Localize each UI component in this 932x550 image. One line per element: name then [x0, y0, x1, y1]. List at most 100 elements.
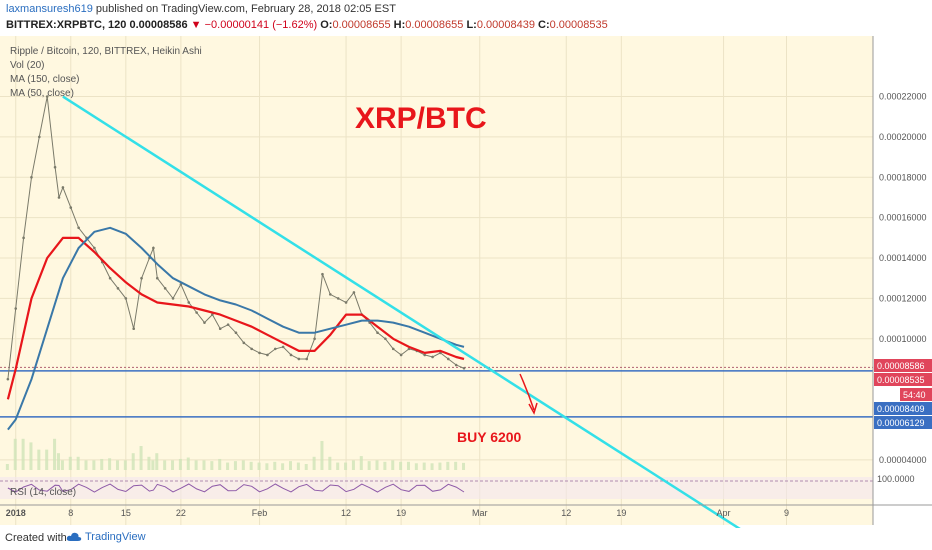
x-tick-label: 12: [341, 508, 351, 518]
price-point: [431, 355, 434, 359]
volume-bar: [328, 456, 332, 470]
open-label: O:: [320, 19, 333, 31]
volume-bar: [210, 461, 214, 470]
price-point: [57, 196, 61, 199]
author-link[interactable]: laxmansuresh619: [6, 3, 93, 15]
price-point: [226, 323, 230, 326]
x-tick-label: 2018: [6, 508, 26, 518]
footer: Created with TradingView: [0, 528, 932, 550]
price-point: [313, 337, 316, 341]
volume-bar: [273, 461, 277, 470]
price-chart[interactable]: 0.00022000 0.00020000 0.00018000 0.00016000…: [0, 36, 932, 528]
price-point: [155, 276, 159, 280]
price-point: [462, 366, 466, 370]
price-point: [384, 337, 387, 341]
low-value: 0.00008439: [476, 19, 535, 31]
price-point: [195, 311, 198, 314]
volume-bar: [92, 460, 96, 470]
price-point: [344, 301, 348, 304]
price-point: [305, 357, 309, 361]
x-tick-label: 22: [176, 508, 186, 518]
trendline[interactable]: [62, 95, 747, 528]
volume-bar: [56, 453, 60, 470]
price-point: [163, 287, 167, 290]
y-tick-label: 0.00014000: [879, 253, 927, 263]
close-value: 0.00008535: [549, 19, 608, 31]
price-point: [454, 363, 458, 367]
rsi-line: [7, 483, 465, 493]
price-point: [281, 345, 285, 349]
volume-bar: [202, 460, 206, 470]
y-tick-label: 0.00016000: [879, 213, 927, 223]
y-tick-label: 0.00004000: [879, 455, 927, 465]
volume-bar: [406, 461, 410, 470]
volume-bar: [60, 460, 64, 470]
price-point: [391, 347, 395, 351]
volume-bar: [100, 458, 104, 470]
high-label: H:: [393, 19, 406, 31]
x-tick-label: Mar: [472, 508, 488, 518]
price-point: [53, 165, 57, 169]
price-point: [38, 135, 41, 139]
tradingview-logo[interactable]: TradingView: [66, 531, 146, 543]
y-tick-label: 0.00020000: [879, 132, 927, 142]
x-tick-label: 12: [561, 508, 571, 518]
price-point: [211, 313, 214, 316]
volume-bar: [312, 456, 316, 470]
tradingview-cloud-icon: [66, 532, 82, 542]
volume-bar: [76, 456, 80, 470]
price-point: [132, 327, 136, 330]
price-point: [14, 307, 18, 310]
x-tick-label: 8: [68, 508, 73, 518]
volume-bar: [186, 457, 190, 470]
x-tick-label: Feb: [252, 508, 268, 518]
volume-bar: [367, 461, 371, 470]
plot-background: [0, 36, 873, 525]
price-point: [329, 293, 332, 296]
price-point: [108, 276, 112, 280]
svg-text:0.00008586: 0.00008586: [877, 361, 925, 371]
x-tick-label: 19: [396, 508, 406, 518]
volume-bar: [359, 456, 363, 470]
legend-rsi: RSI (14, close): [10, 487, 76, 498]
volume-bar: [108, 458, 112, 470]
buy-label: BUY 6200: [457, 429, 522, 445]
axes: 0.00022000 0.00020000 0.00018000 0.00016000…: [0, 36, 932, 525]
price-point: [289, 353, 293, 357]
price-point: [321, 272, 324, 276]
volume-bar: [226, 462, 230, 470]
volume-bar: [131, 453, 135, 470]
y-tick-label: 0.00012000: [879, 293, 927, 303]
pair-title: XRP/BTC: [355, 102, 487, 135]
volume-bar: [115, 460, 119, 470]
volume-bar: [155, 453, 159, 470]
volume-bar: [21, 438, 25, 470]
volume-bar: [68, 456, 72, 470]
svg-text:54:40: 54:40: [903, 390, 926, 400]
volume-bar: [257, 462, 261, 470]
legend-vol: Vol (20): [10, 60, 44, 71]
volume-bar: [430, 463, 434, 470]
volume-bar: [336, 462, 340, 470]
volume-bar: [13, 438, 17, 470]
price-point: [250, 347, 253, 351]
badge-countdown: 54:40: [900, 388, 932, 401]
price-point: [124, 297, 128, 300]
price-point: [116, 287, 120, 290]
price-point: [30, 176, 33, 179]
volume-bar: [218, 458, 222, 470]
close-label: C:: [538, 19, 550, 31]
price-point: [273, 347, 277, 351]
volume-bar: [438, 462, 442, 470]
price-point: [446, 357, 450, 361]
rsi-band: [0, 477, 873, 499]
volume-bar: [296, 462, 300, 470]
volume-bar: [462, 462, 466, 470]
price-point: [187, 301, 191, 304]
rsi-axis-label: 100.0000: [877, 474, 915, 484]
volume-bar: [53, 438, 57, 470]
volume-bar: [265, 463, 269, 470]
volume-bar: [151, 460, 155, 470]
price-point: [6, 377, 10, 381]
badge-close: 0.00008535: [874, 373, 932, 386]
